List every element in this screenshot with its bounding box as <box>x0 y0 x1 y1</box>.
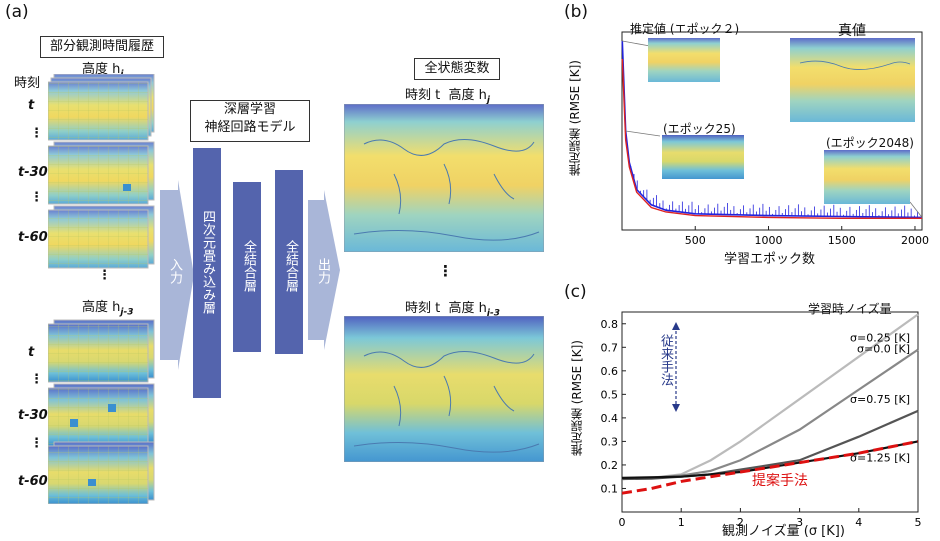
time-t-2: t <box>28 345 35 360</box>
input-label: 入力 <box>167 258 182 284</box>
conventional-label: 従来手法 <box>658 334 673 386</box>
state-title: 全状態変数 <box>414 58 500 80</box>
chart-c-ytick-label: 0.2 <box>601 459 619 472</box>
chart-c-xtick-label: 4 <box>855 516 862 529</box>
output-arrow <box>308 190 340 350</box>
chart-c-ytick-label: 0.1 <box>601 482 619 495</box>
chart-c-xtick-label: 0 <box>619 516 626 529</box>
chart-c-series-name: σ=1.25 [K] <box>850 451 910 464</box>
time-t60-1: t-60τ <box>18 230 56 245</box>
fc-layer-1 <box>233 182 261 352</box>
vdots-mid: ⋮ <box>98 268 111 283</box>
fc-layer-2-label: 全結合層 <box>283 240 298 292</box>
chart-b-frame <box>621 31 923 231</box>
panel-c-label: (c) <box>564 282 587 302</box>
time-label: 時刻 <box>14 76 41 91</box>
vdots-4: ⋮ <box>30 436 43 451</box>
chart-c-xtick-label: 5 <box>915 516 922 529</box>
inset-epoch2048-map <box>824 150 910 204</box>
time-t-1: t <box>28 98 35 113</box>
chart-c-xtick-label: 1 <box>678 516 685 529</box>
chart-c-series-line <box>621 439 919 495</box>
time-t30-2: t-30τ <box>18 408 56 423</box>
panel-b-label: (b) <box>564 2 589 22</box>
chart-b-series-line <box>621 58 922 220</box>
chart-c-series-name: σ=0.75 [K] <box>850 393 910 406</box>
chart-c-xlabel: 観測ノイズ量 (σ [K]) <box>722 524 845 539</box>
conv-layer-label: 四次元畳み込み層 <box>200 210 215 314</box>
chart-c-ytick-label: 0.6 <box>601 365 619 378</box>
chart-b-series-line <box>621 40 923 219</box>
chart-b-connector <box>909 201 923 218</box>
chart-b-connector <box>625 130 661 137</box>
inset-epoch2048-label: (エポック2048) <box>826 136 914 150</box>
chart-b-connector <box>622 40 651 47</box>
vdots-3: ⋮ <box>30 372 43 387</box>
out-time-1: 時刻 t 高度 hj <box>405 88 490 106</box>
chart-c-ytick-label: 0.4 <box>601 412 619 425</box>
chart-b-ylabel: 推定誤差 (RMSE [K]) <box>568 60 582 177</box>
chart-c-series-name: σ=0.25 [K] <box>850 332 910 345</box>
chart-b-xtick-label: 1000 <box>754 234 782 247</box>
chart-c: 0 1 2 3 4 50.10.20.30.40.50.60.70.8σ=0.0 [K]σ… <box>601 311 922 529</box>
chart-c-ytick-label: 0.5 <box>601 388 619 401</box>
time-t30-1: t-30τ <box>18 165 56 180</box>
inset-epoch25-label: (エポック25) <box>663 122 736 136</box>
history-title: 部分観測時間履歴 <box>40 36 164 58</box>
legend-title: 学習時ノイズ量 <box>808 302 892 316</box>
chart-c-ytick-label: 0.3 <box>601 435 619 448</box>
input-maps <box>48 74 155 504</box>
chart-c-ylabel: 推定誤差 (RMSE [K]) <box>570 340 584 457</box>
conv-layer <box>193 148 221 398</box>
vdots-2: ⋮ <box>30 190 43 205</box>
output-vdots: ⋮ <box>438 262 453 280</box>
time-t60-2: t-60τ <box>18 474 56 489</box>
chart-b-xtick-label: 2000 <box>901 234 929 247</box>
chart-b-xtick-label: 1500 <box>828 234 856 247</box>
inset-epoch2-map <box>648 38 720 82</box>
chart-b: 500 1000 1500 2000 <box>621 31 929 247</box>
chart-c-xtick-label: 3 <box>796 516 803 529</box>
out-time-2: 時刻 t 高度 hj-3 <box>405 301 500 319</box>
conventional-arrow-head-down <box>672 404 680 412</box>
vdots-1: ⋮ <box>30 126 43 141</box>
chart-c-ytick-label: 0.7 <box>601 341 619 354</box>
true-value-label: 真値 <box>838 23 866 39</box>
chart-c-series-name: σ=0.0 [K] <box>857 342 910 355</box>
output-label: 出力 <box>315 258 330 284</box>
true-value-map <box>790 38 915 122</box>
inset-epoch2-label: 推定値 (エポック２) <box>630 22 740 36</box>
fc-layer-2 <box>275 170 303 354</box>
conventional-arrow-head-up <box>672 322 680 330</box>
model-title: 深層学習 神経回路モデル <box>190 100 310 142</box>
chart-b-xlabel: 学習エポック数 <box>724 252 816 267</box>
proposed-label: 提案手法 <box>752 473 808 489</box>
panel-a-label: (a) <box>5 2 29 22</box>
inset-epoch25-map <box>662 135 744 179</box>
fc-layer-1-label: 全結合層 <box>241 240 256 292</box>
output-map-1 <box>344 104 544 252</box>
output-map-2 <box>344 316 544 462</box>
chart-c-ytick-label: 0.8 <box>601 318 619 331</box>
input-arrow <box>160 180 194 370</box>
chart-c-xtick-label: 2 <box>737 516 744 529</box>
chart-b-xtick-label: 500 <box>685 234 706 247</box>
height-j3-label: 高度 hj-3 <box>82 300 134 318</box>
